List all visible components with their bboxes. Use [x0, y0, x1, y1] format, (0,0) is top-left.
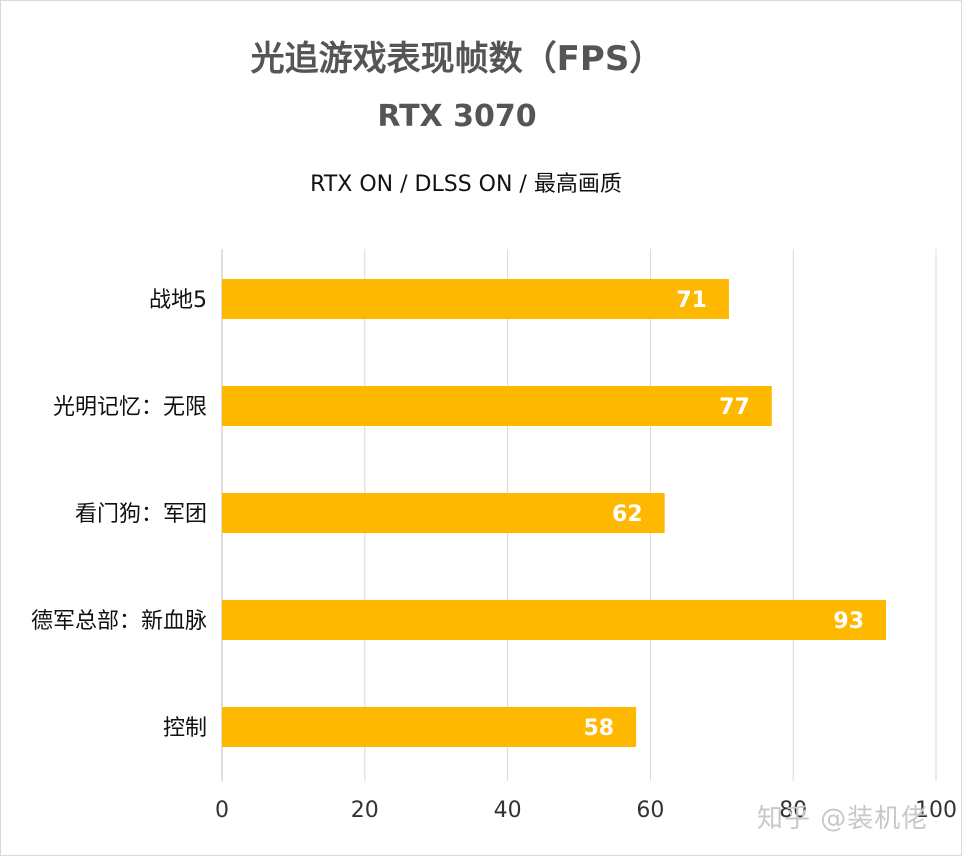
watermark: 知乎 @装机佬	[757, 804, 929, 834]
data-label: 77	[719, 395, 750, 420]
data-label: 62	[612, 502, 643, 527]
bar	[222, 493, 665, 533]
category-label: 战地5	[149, 288, 207, 313]
chart-settings-caption: RTX ON / DLSS ON / 最高画质	[310, 172, 622, 197]
x-tick-label: 80	[779, 798, 807, 823]
chart-title: 光追游戏表现帧数（FPS）	[250, 39, 664, 79]
x-tick-label: 0	[215, 798, 229, 823]
bar	[222, 600, 887, 640]
x-tick-label: 20	[351, 798, 379, 823]
category-label: 看门狗：军团	[75, 502, 207, 527]
category-label: 光明记忆：无限	[53, 395, 207, 420]
x-tick-label: 100	[915, 798, 957, 823]
labels: 0 20 40 60 80 100 战地5 71 光明记忆：无限 77 看门狗：军团 62 德军总部：新…	[31, 288, 957, 823]
bar	[222, 707, 637, 747]
category-label: 德军总部：新血脉	[31, 609, 207, 634]
x-tick-label: 40	[494, 798, 522, 823]
bar	[222, 386, 772, 426]
data-label: 58	[583, 716, 614, 741]
bar	[222, 279, 729, 319]
bars	[222, 279, 887, 747]
x-tick-label: 60	[636, 798, 664, 823]
category-label: 控制	[163, 716, 207, 741]
data-label: 71	[676, 288, 707, 313]
data-label: 93	[833, 609, 864, 634]
chart-subtitle: RTX 3070	[377, 99, 537, 134]
